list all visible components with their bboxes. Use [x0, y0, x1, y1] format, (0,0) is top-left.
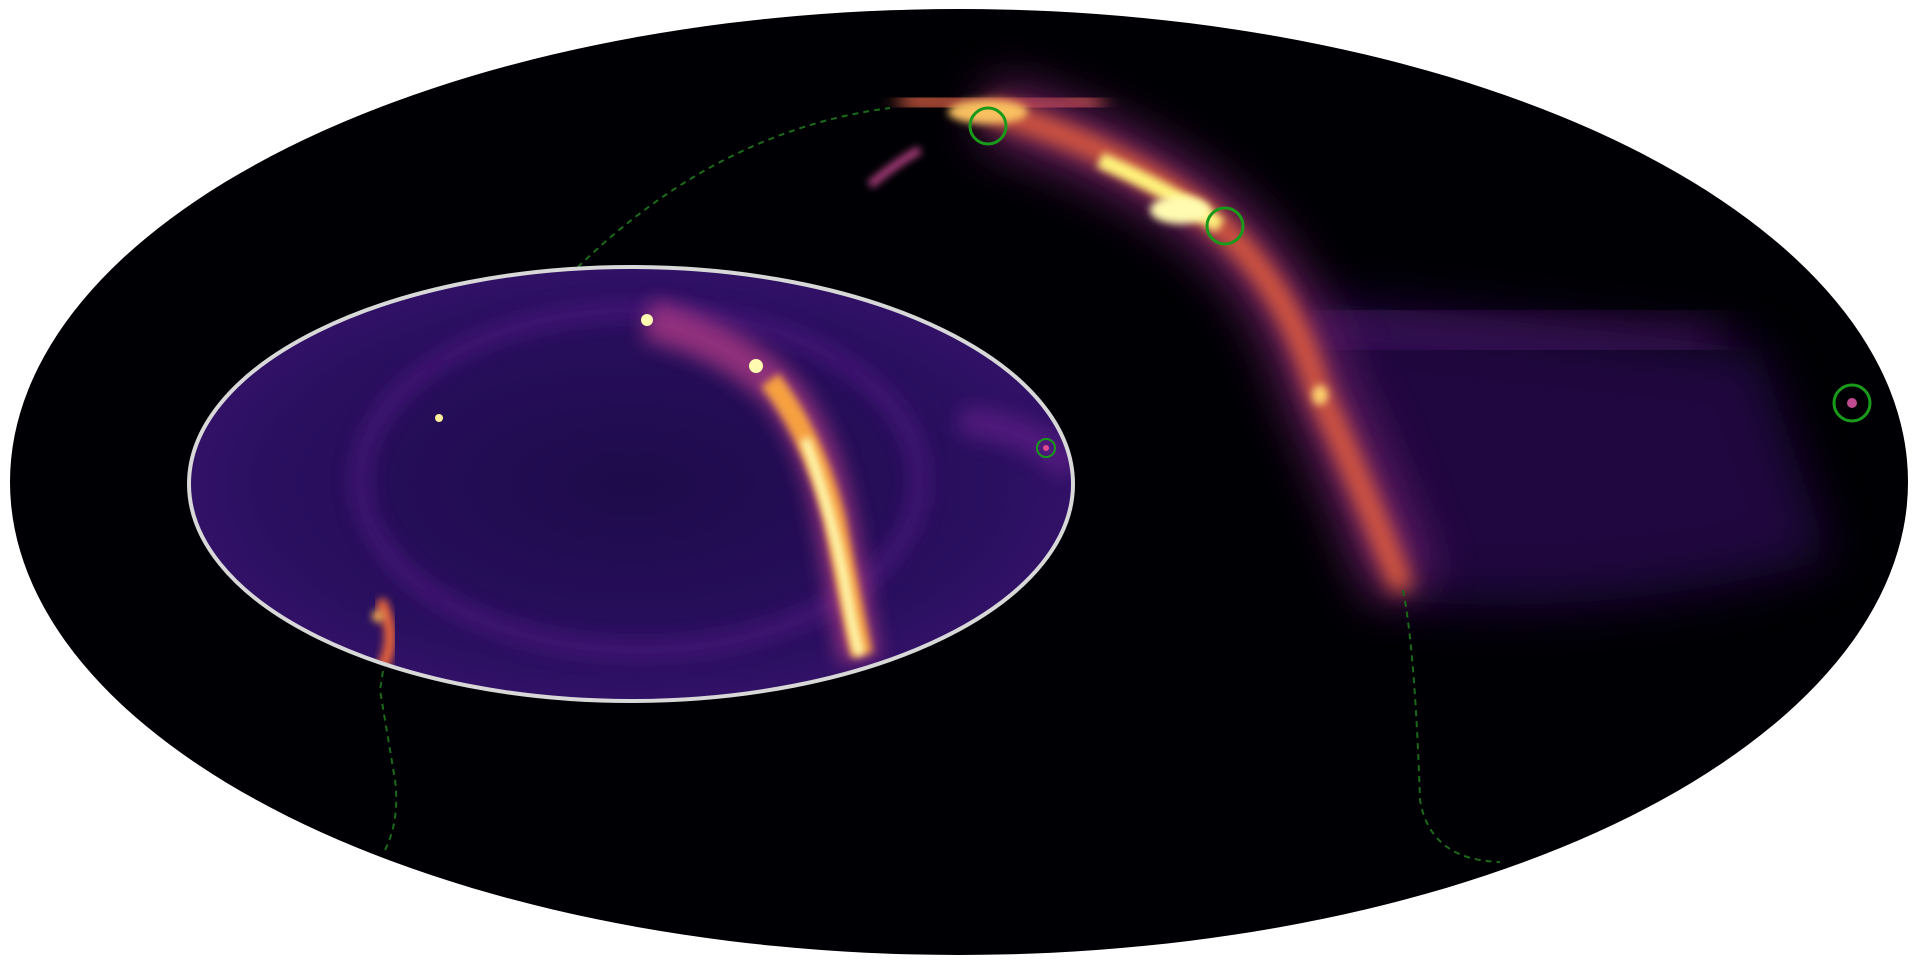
bright-source [749, 359, 763, 373]
sky-map-figure [0, 0, 1913, 960]
bright-source [1150, 196, 1210, 224]
inset-map [189, 267, 1073, 701]
bright-source [1312, 385, 1328, 405]
bright-source [435, 414, 443, 422]
source [1043, 445, 1049, 451]
bright-source [948, 100, 1028, 124]
page: (() => { const data = JSON.parse(documen… [0, 0, 1913, 960]
bright-source [372, 610, 384, 622]
source [1847, 398, 1857, 408]
bright-source [641, 314, 653, 326]
